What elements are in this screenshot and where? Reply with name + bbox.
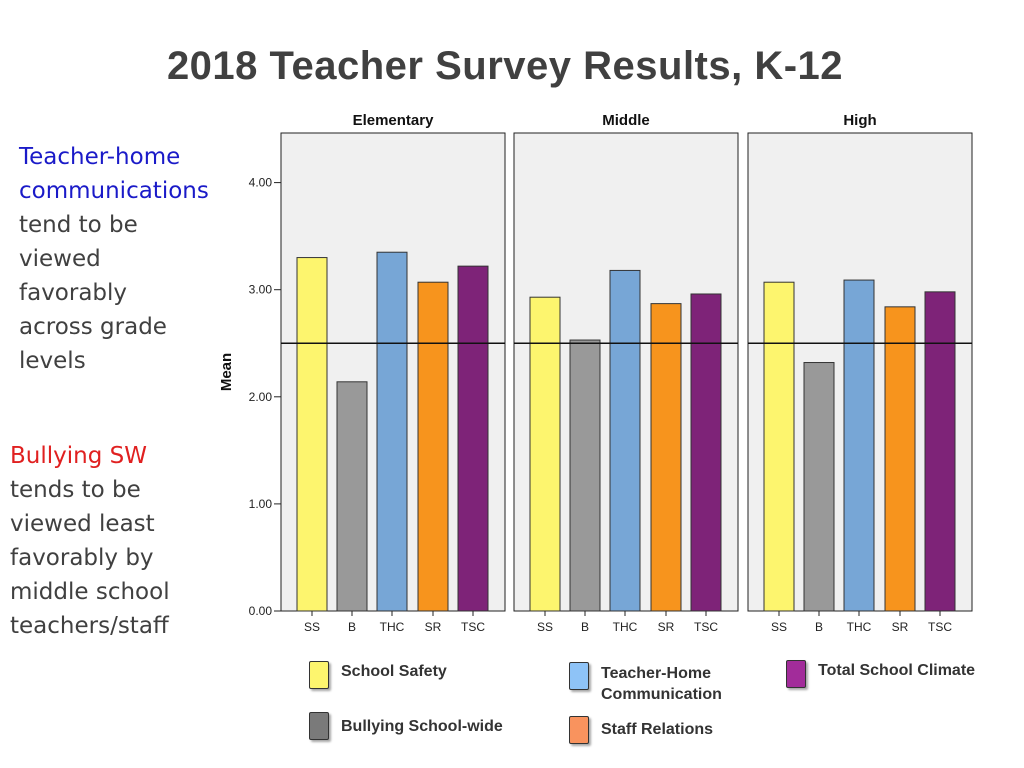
note-text: across grade [19,314,167,340]
legend-label: Teacher-Home [601,665,711,682]
note-text: tends to be [10,477,141,503]
bar [609,269,641,612]
x-tick-label: B [348,620,356,634]
x-tick-label: B [581,620,589,634]
x-tick-label: SR [658,620,675,634]
bar [803,362,835,612]
x-tick-label: B [815,620,823,634]
x-tick-label: SS [537,620,553,634]
legend-label: Staff Relations [601,721,714,738]
note-text: favorably [19,280,128,306]
note-text: favorably by [10,545,154,571]
page-title: 2018 Teacher Survey Results, K-12 [166,44,844,88]
note-text: tend to be [19,212,138,238]
y-tick-label: 1.00 [249,497,273,511]
x-tick-label: TSC [461,620,485,634]
panel-title: High [843,112,876,129]
y-tick-label: 0.00 [249,604,273,618]
note-text: levels [19,348,86,374]
legend-label: Communication [601,686,722,703]
legend-swatch [569,716,589,744]
y-axis-label: Mean [218,353,235,391]
bar [417,281,449,612]
panel-title: Middle [602,112,650,129]
bar [336,381,368,612]
legend-swatch [786,660,806,688]
legend-swatch [309,712,329,740]
y-tick-label: 2.00 [249,390,273,404]
bar [296,257,328,612]
x-tick-label: THC [380,620,405,634]
y-tick-label: 3.00 [249,283,273,297]
note-bullying: Bullying SW tends to be viewed least fav… [10,439,170,643]
bar [763,281,795,612]
legend-swatch [309,661,329,689]
bar [376,251,408,612]
legend-swatch [569,662,589,690]
bar [529,296,561,612]
note-highlight: Teacher-home [19,144,181,170]
bar [884,306,916,612]
x-tick-label: SS [771,620,787,634]
x-tick-label: TSC [928,620,952,634]
x-tick-label: SR [425,620,442,634]
bar [650,303,682,612]
note-text: teachers/staff [10,613,169,639]
x-tick-label: SR [892,620,909,634]
note-text: viewed least [10,511,155,537]
note-teacher-home: Teacher-home communications tend to be v… [19,140,209,378]
note-highlight: communications [19,178,209,204]
note-text: viewed [19,246,101,272]
bar [569,339,601,612]
legend-label: Total School Climate [818,662,976,679]
x-tick-label: THC [847,620,872,634]
x-tick-label: THC [613,620,638,634]
bar-chart: 0.00 1.00 2.00 3.00 4.00 Mean Elementary SS B THC… [218,112,973,634]
bar [690,293,722,612]
y-tick-label: 4.00 [249,176,273,190]
x-tick-label: SS [304,620,320,634]
legend-label: Bullying School-wide [341,718,503,735]
note-text: middle school [10,579,170,605]
x-tick-label: TSC [694,620,718,634]
bar [457,265,489,612]
legend-label: School Safety [341,663,447,680]
bar [924,291,956,612]
bar [843,279,875,612]
panel-title: Elementary [353,112,435,129]
note-highlight: Bullying SW [10,443,147,469]
